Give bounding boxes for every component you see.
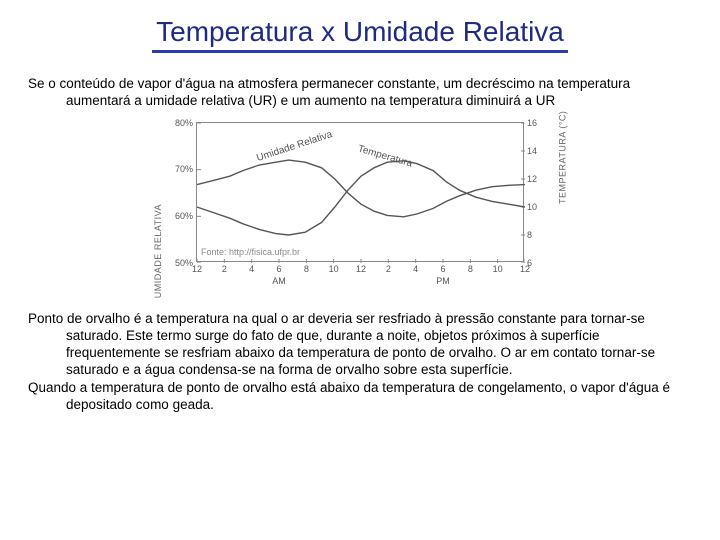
y-axis-right-label: TEMPERATURA (°C) (557, 110, 567, 203)
ytick-right: 14 (523, 146, 537, 156)
ytick-right: 10 (523, 202, 537, 212)
ytick-left: 60% (175, 211, 197, 221)
xtick: 10 (329, 261, 339, 274)
x-period-label: AM (272, 261, 286, 286)
xtick: 12 (520, 261, 530, 274)
xtick: 10 (493, 261, 503, 274)
chart-container: UMIDADE RELATIVA TEMPERATURA (°C) Umidad… (28, 116, 692, 292)
x-period-label: PM (436, 261, 450, 286)
ytick-left: 80% (175, 118, 197, 128)
xtick: 2 (386, 261, 391, 274)
xtick: 8 (304, 261, 309, 274)
plot-area: Umidade Relativa Temperatura Fonte: http… (196, 122, 524, 262)
intro-paragraph: Se o conteúdo de vapor d'água na atmosfe… (28, 75, 692, 110)
dewpoint-paragraph-2: Quando a temperatura de ponto de orvalho… (28, 379, 692, 414)
xtick: 2 (222, 261, 227, 274)
xtick: 8 (468, 261, 473, 274)
xtick: 12 (356, 261, 366, 274)
ytick-right: 8 (523, 230, 532, 240)
dewpoint-paragraph-1: Ponto de orvalho é a temperatura na qual… (28, 310, 692, 379)
xtick: 4 (249, 261, 254, 274)
slide-title: Temperatura x Umidade Relativa (152, 16, 568, 53)
ytick-right: 16 (523, 118, 537, 128)
slide: Temperatura x Umidade Relativa Se o cont… (0, 0, 720, 540)
ytick-right: 12 (523, 174, 537, 184)
temperature-line (197, 160, 525, 234)
chart-source: Fonte: http://fisica.ufpr.br (201, 247, 300, 257)
chart: UMIDADE RELATIVA TEMPERATURA (°C) Umidad… (160, 116, 560, 292)
xtick: 4 (413, 261, 418, 274)
xtick: 12 (192, 261, 202, 274)
ytick-left: 70% (175, 164, 197, 174)
y-axis-left-label: UMIDADE RELATIVA (153, 204, 163, 298)
title-wrap: Temperatura x Umidade Relativa (28, 16, 692, 53)
humidity-line (197, 160, 525, 217)
